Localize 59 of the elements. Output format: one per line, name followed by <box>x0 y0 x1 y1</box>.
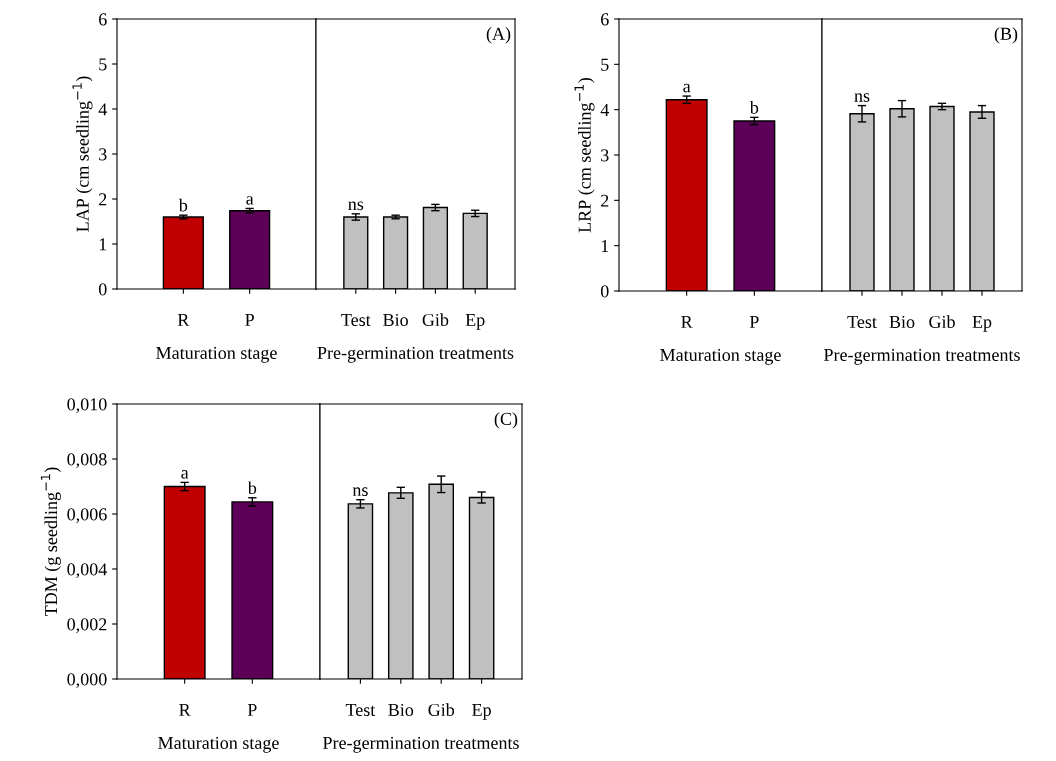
annotation: ns <box>854 93 870 102</box>
annotation: (C) <box>494 412 518 429</box>
x-tick-label: Gib <box>422 313 449 327</box>
x-tick-label: Bio <box>388 703 414 717</box>
x-tick-label: Ep <box>472 704 491 720</box>
y-tick-label: 3 <box>601 149 609 162</box>
x-tick-label: Bio <box>889 315 915 329</box>
x-axis-title: Maturation stage <box>156 346 277 363</box>
x-tick-label: Test <box>341 314 371 327</box>
x-tick-label: P <box>247 704 257 716</box>
x-tick-label: P <box>245 314 254 326</box>
y-tick-label: 2 <box>99 193 107 206</box>
y-tick-label: 0 <box>98 283 107 296</box>
x-tick-label: Gib <box>929 315 955 329</box>
y-tick-label: 4 <box>600 104 609 116</box>
x-tick-label: R <box>177 314 190 326</box>
annotation: b <box>247 481 257 495</box>
y-axis-title: LRP (cm seedling$^{−1}$) <box>574 78 595 233</box>
x-tick-label: R <box>179 704 191 716</box>
y-tick-label: 4 <box>98 103 107 116</box>
y-tick-label: 0,006 <box>67 508 107 524</box>
x-tick-label: Bio <box>383 313 408 327</box>
annotation: a <box>246 196 254 205</box>
x-tick-label: Ep <box>465 314 485 330</box>
y-tick-label: 0,002 <box>67 618 107 634</box>
y-tick-label: 5 <box>601 58 609 71</box>
x-tick-label: P <box>749 316 759 328</box>
x-axis-title: Pre-germination treatments <box>317 346 514 363</box>
y-tick-label: 1 <box>601 240 609 252</box>
annotation: ns <box>348 201 364 211</box>
y-tick-label: 3 <box>99 148 107 161</box>
x-tick-label: Ep <box>972 316 992 332</box>
y-tick-label: 0 <box>600 285 609 298</box>
annotation: b <box>749 101 759 114</box>
y-tick-label: 1 <box>99 238 107 251</box>
annotation: ns <box>352 487 368 497</box>
x-axis-title: Pre-germination treatments <box>824 348 1020 365</box>
x-tick-label: Test <box>345 704 376 717</box>
y-axis-title: LAP (cm seedling$^{−1}$) <box>72 76 93 232</box>
x-tick-label: R <box>681 316 693 328</box>
y-axis-title: TDM (g seedling$^{−1}$) <box>40 467 61 617</box>
y-tick-label: 0,004 <box>67 563 107 579</box>
y-tick-label: 6 <box>99 13 107 26</box>
x-axis-title: Maturation stage <box>660 348 781 365</box>
x-tick-label: Test <box>847 316 877 329</box>
x-axis-title: Maturation stage <box>158 736 279 753</box>
annotation: a <box>181 470 189 479</box>
y-tick-label: 0,010 <box>67 398 107 414</box>
y-tick-label: 2 <box>601 194 609 207</box>
y-tick-label: 5 <box>99 58 107 71</box>
x-tick-label: Gib <box>428 703 455 717</box>
annotation: (B) <box>994 27 1018 44</box>
x-axis-title: Pre-germination treatments <box>323 736 519 753</box>
annotation: a <box>683 83 691 93</box>
annotation: b <box>178 198 188 212</box>
annotation: (A) <box>486 27 511 44</box>
y-tick-label: 0,000 <box>67 673 107 689</box>
y-tick-label: 6 <box>601 13 609 26</box>
y-tick-label: 0,008 <box>67 453 107 469</box>
